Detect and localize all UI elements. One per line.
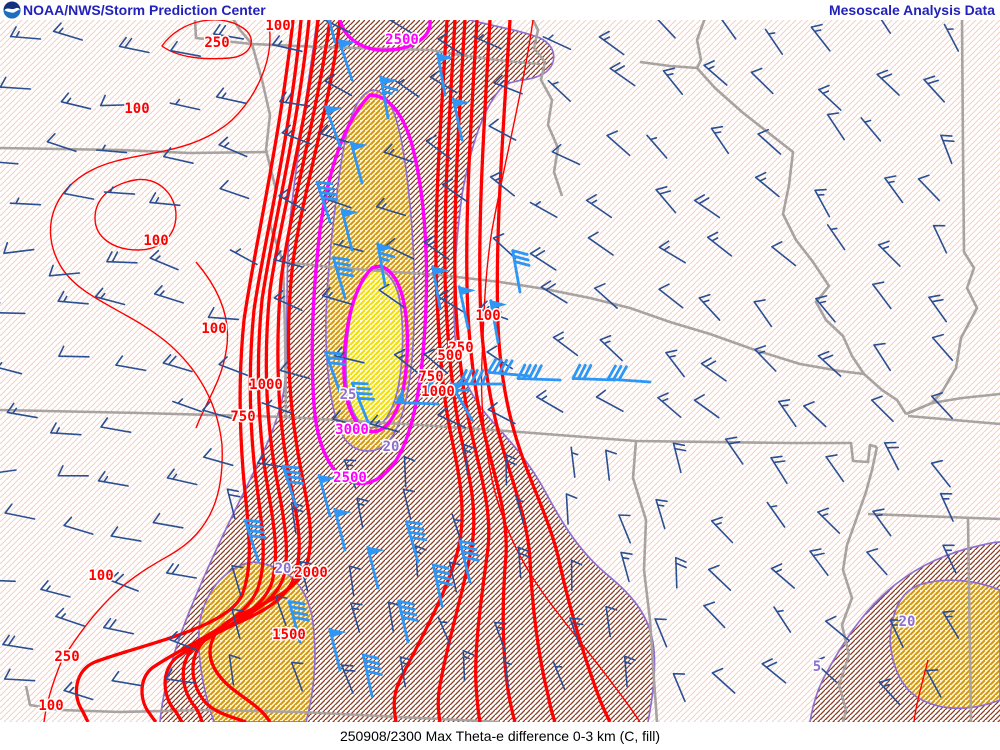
contour-label: 250 <box>448 340 473 356</box>
contour-label: 500 <box>437 348 462 364</box>
contour-label: 20 <box>899 614 916 630</box>
contour-label: 100 <box>124 101 149 117</box>
contour-label: 100 <box>143 233 168 249</box>
contour-label: 1000 <box>249 377 283 393</box>
contour-label: 100 <box>88 568 113 584</box>
contour-label: 1000 <box>421 384 455 400</box>
theta-e-contours <box>159 19 1000 723</box>
contour-label: 100 <box>475 308 500 324</box>
contour-label: 20 <box>383 439 400 455</box>
noaa-logo <box>3 1 21 19</box>
contour-labels: 1002501001001001002505007501000100075020… <box>37 17 917 716</box>
contour-label: 2000 <box>294 565 328 581</box>
contour-label: 2500 <box>333 470 367 486</box>
wind-barbs-surface <box>0 5 960 706</box>
contour-label: 100 <box>38 698 63 714</box>
contour-label: 100 <box>201 321 226 337</box>
contour-label: 250 <box>204 35 229 51</box>
contour-label: 25 <box>340 387 357 403</box>
site-title-link[interactable]: NOAA/NWS/Storm Prediction Center <box>23 2 266 18</box>
contour-label: 250 <box>54 649 79 665</box>
contour-label: 3000 <box>335 422 369 438</box>
contour-label: 750 <box>230 409 255 425</box>
contour-label: 5 <box>813 659 821 675</box>
page-title: Mesoscale Analysis Data <box>828 2 995 18</box>
contour-label: 750 <box>418 369 443 385</box>
cape-contours-thick <box>74 19 612 724</box>
header-bar: NOAA/NWS/Storm Prediction Center Mesosca… <box>0 0 1000 20</box>
product-caption: 250908/2300 Max Theta-e difference 0-3 k… <box>0 722 1000 750</box>
contour-label: 100 <box>265 18 290 34</box>
contour-label: 2500 <box>385 32 419 48</box>
contour-label: 1500 <box>272 627 306 643</box>
contour-label: 20 <box>275 561 292 577</box>
wind-barbs-strong <box>243 0 652 698</box>
